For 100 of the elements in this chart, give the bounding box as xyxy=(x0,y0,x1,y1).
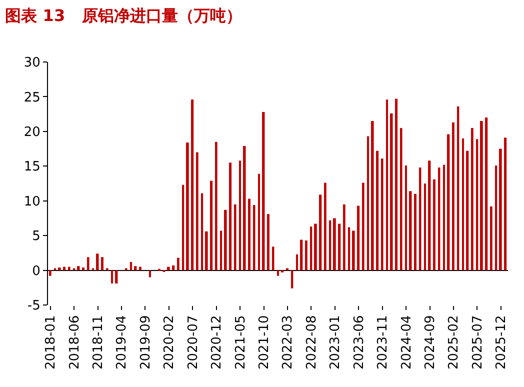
bar xyxy=(443,164,445,270)
bar xyxy=(310,226,312,270)
bar xyxy=(490,206,492,270)
bar xyxy=(371,121,374,270)
x-tick-label: 2025-02 xyxy=(446,315,462,370)
bar xyxy=(457,106,460,270)
bar xyxy=(87,257,90,270)
x-tick-label: 2025-07 xyxy=(470,315,486,370)
x-tick-label: 2019-09 xyxy=(138,315,154,370)
bar xyxy=(485,118,488,270)
bar xyxy=(291,270,294,288)
y-tick-label: 15 xyxy=(24,160,40,175)
bar xyxy=(438,168,440,270)
x-tick-label: 2020-07 xyxy=(186,315,201,370)
y-tick-label: 10 xyxy=(24,194,40,210)
bar xyxy=(115,270,118,284)
bar xyxy=(234,204,236,270)
bar xyxy=(205,231,208,270)
x-tick-label: 2023-01 xyxy=(328,315,344,370)
bar xyxy=(239,160,242,270)
chart-title: 图表 13 原铝净进口量（万吨） xyxy=(5,6,242,25)
x-tick-label: 2024-09 xyxy=(422,315,438,370)
bar xyxy=(324,182,326,270)
x-tick-label: 2021-10 xyxy=(256,315,272,370)
bar xyxy=(196,152,198,270)
bar xyxy=(381,158,384,270)
bar xyxy=(96,254,99,270)
x-tick-label: 2018-01 xyxy=(44,315,59,370)
y-tick-label: 0 xyxy=(32,264,40,279)
bar xyxy=(424,184,426,270)
bar xyxy=(272,246,274,270)
bar xyxy=(357,206,360,270)
x-tick-label: 2020-12 xyxy=(210,315,225,370)
x-tick-label: 2018-11 xyxy=(91,315,106,370)
bar xyxy=(471,128,474,270)
x-tick-label: 2019-04 xyxy=(114,315,130,370)
bar xyxy=(300,240,303,270)
x-tick-label: 2024-04 xyxy=(399,315,414,370)
bar xyxy=(253,205,256,270)
bar xyxy=(210,180,213,270)
x-tick-label: 2020-02 xyxy=(162,315,178,370)
bar xyxy=(433,179,436,270)
bar xyxy=(224,210,227,270)
bar xyxy=(367,136,370,270)
bar xyxy=(267,214,270,270)
bar xyxy=(191,99,194,270)
bar xyxy=(400,128,402,270)
bar xyxy=(77,266,80,270)
bar xyxy=(376,150,379,270)
bar xyxy=(305,240,308,270)
bar xyxy=(333,218,336,270)
bar xyxy=(82,268,85,270)
bar xyxy=(348,227,350,270)
bar xyxy=(201,193,204,270)
bar xyxy=(277,270,279,276)
bar xyxy=(405,165,407,270)
bar xyxy=(495,165,498,270)
x-tick-label: 2018-06 xyxy=(67,315,82,370)
bar xyxy=(452,122,454,270)
x-tick-label: 2022-03 xyxy=(280,315,296,370)
bar xyxy=(49,270,52,276)
bar xyxy=(167,266,170,270)
bar xyxy=(414,194,416,270)
bar xyxy=(258,174,260,270)
bar xyxy=(395,98,398,270)
bar xyxy=(177,258,180,270)
x-tick-label: 2023-06 xyxy=(352,315,367,370)
y-tick-label: 25 xyxy=(24,90,40,106)
bar xyxy=(504,138,507,270)
bar xyxy=(63,266,66,270)
y-tick-label: 30 xyxy=(24,56,40,71)
bar xyxy=(386,99,388,270)
bar xyxy=(476,139,478,270)
bar xyxy=(329,220,332,270)
bar xyxy=(130,262,132,270)
bar xyxy=(229,162,232,270)
bar xyxy=(111,270,113,284)
bar xyxy=(447,134,450,270)
x-tick-label: 2021-05 xyxy=(233,315,248,370)
bar xyxy=(296,254,298,270)
bar xyxy=(314,224,317,270)
y-tick-label: 5 xyxy=(32,229,40,244)
bar xyxy=(390,113,393,270)
bar xyxy=(466,150,469,270)
bar xyxy=(338,224,341,270)
bar xyxy=(68,266,70,270)
bar xyxy=(243,146,246,270)
bar xyxy=(428,160,431,270)
bar xyxy=(319,194,322,270)
bar xyxy=(186,142,189,270)
bar xyxy=(499,148,502,270)
bar xyxy=(343,204,346,270)
bar xyxy=(220,230,222,270)
bar xyxy=(409,191,412,270)
x-tick-label: 2025-12 xyxy=(494,315,510,370)
bar xyxy=(462,138,464,270)
x-tick-label: 2023-11 xyxy=(376,315,391,370)
bar xyxy=(101,257,104,270)
bar xyxy=(215,142,218,270)
x-tick-label: 2022-08 xyxy=(304,315,320,370)
